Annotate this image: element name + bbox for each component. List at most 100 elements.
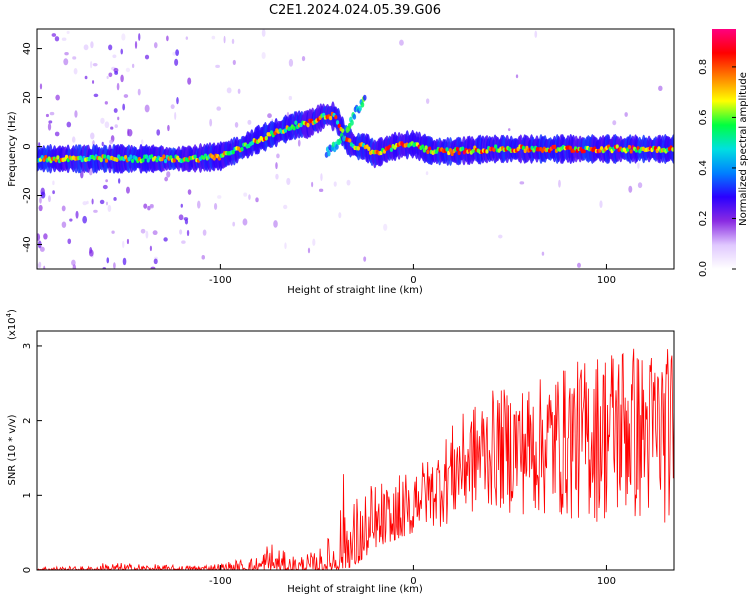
- heatmap-speckle: [217, 195, 222, 199]
- heatmap-speckle: [624, 112, 628, 117]
- heatmap-ridge-core: [485, 149, 489, 154]
- heatmap-ridge-core: [150, 154, 154, 159]
- heatmap-speckle: [52, 180, 55, 186]
- heatmap-ridge-core: [424, 145, 428, 150]
- heatmap-speckle: [312, 238, 316, 247]
- heatmap-speckle: [166, 35, 169, 42]
- heatmap-ridge-core: [461, 146, 465, 151]
- heatmap-speckle: [83, 44, 89, 51]
- heatmap-speckle: [515, 74, 519, 79]
- heatmap-speckle: [114, 124, 118, 128]
- heatmap-ridge-core: [426, 149, 430, 155]
- heatmap-speckle: [99, 199, 105, 205]
- colorbar-tick-label: 0.2: [698, 211, 709, 227]
- snr-y-tick-label: 3: [22, 343, 33, 349]
- heatmap-ridge-core: [292, 126, 296, 131]
- heatmap-speckle: [426, 98, 430, 104]
- heatmap-speckle: [39, 196, 42, 204]
- heatmap-speckle: [178, 214, 184, 221]
- heatmap-speckle: [637, 182, 643, 189]
- snr-series-line: [37, 348, 674, 570]
- heatmap-speckle: [152, 230, 158, 236]
- heatmap-ridge-core: [629, 149, 633, 154]
- heatmap-ridge-core: [162, 154, 166, 159]
- heatmap-speckle: [92, 62, 98, 67]
- heatmap-x-tick-label: 0: [410, 275, 416, 286]
- snr-multiplier-text: (x10: [7, 317, 18, 340]
- heatmap-branch-cell: [352, 113, 357, 120]
- snr-x-tick-label: -100: [209, 576, 232, 587]
- heatmap-speckle: [363, 256, 367, 262]
- heatmap-speckle: [163, 237, 168, 242]
- heatmap-speckle: [149, 245, 152, 252]
- heatmap-ridge-core: [553, 144, 557, 150]
- heatmap-speckle: [122, 240, 125, 248]
- heatmap-ridge-core: [615, 144, 619, 149]
- heatmap-branch-cell: [350, 119, 354, 126]
- heatmap-speckle: [498, 234, 503, 239]
- heatmap-ridge-core: [144, 154, 149, 159]
- snr-x-axis-label: Height of straight line (km): [287, 584, 423, 595]
- heatmap-ridge-core: [328, 115, 333, 121]
- heatmap-speckle: [318, 188, 324, 192]
- heatmap-ridge-core: [627, 144, 632, 150]
- heatmap-x-tick-label: 100: [597, 275, 616, 286]
- heatmap-speckle: [121, 33, 126, 41]
- heatmap-speckle: [181, 240, 186, 244]
- heatmap-ridge-core: [129, 154, 133, 159]
- heatmap-speckle: [202, 229, 207, 236]
- heatmap-speckle: [301, 55, 306, 62]
- heatmap-speckle: [140, 228, 146, 234]
- heatmap-speckle: [612, 120, 617, 126]
- heatmap-speckle: [106, 257, 110, 264]
- heatmap-speckle: [211, 35, 216, 40]
- heatmap-speckle: [72, 264, 77, 269]
- heatmap-speckle: [45, 113, 49, 118]
- snr-multiplier-label: (x104): [5, 309, 18, 340]
- heatmap-speckle: [209, 118, 213, 127]
- heatmap-speckle: [37, 233, 41, 241]
- heatmap-speckle: [275, 162, 278, 170]
- heatmap-speckle: [134, 40, 138, 49]
- heatmap-speckle: [261, 51, 266, 59]
- heatmap-speckle: [92, 80, 95, 84]
- heatmap-branch-cell: [327, 150, 331, 157]
- heatmap-speckle: [75, 210, 79, 219]
- heatmap-speckle: [63, 58, 69, 66]
- heatmap-speckle: [113, 108, 118, 113]
- heatmap-speckle: [175, 49, 179, 56]
- heatmap-speckle: [122, 103, 126, 111]
- heatmap-ridge-core: [445, 147, 449, 152]
- heatmap-panel: -100 0 100 -40 -20 0 20 40 Height of straight …: [7, 28, 675, 296]
- heatmap-speckle: [176, 97, 179, 105]
- heatmap-speckle: [213, 202, 218, 210]
- heatmap-y-tick-label: 0: [22, 143, 33, 149]
- heatmap-ridge-core: [389, 147, 394, 152]
- heatmap-speckle: [187, 77, 192, 85]
- heatmap-speckle: [47, 123, 52, 131]
- heatmap-speckle: [122, 257, 127, 266]
- heatmap-ridge-core: [348, 138, 352, 143]
- heatmap-speckle: [399, 39, 404, 46]
- heatmap-speckle: [164, 176, 168, 182]
- heatmap-ridge-core: [283, 128, 288, 133]
- colorbar-tick-label: 0.0: [698, 261, 709, 277]
- snr-multiplier-exponent: 4: [5, 312, 13, 317]
- heatmap-ridge-core: [582, 148, 586, 154]
- heatmap-x-axis-label: Height of straight line (km): [287, 285, 423, 296]
- heatmap-speckle: [126, 186, 130, 194]
- heatmap-speckle: [89, 249, 94, 257]
- heatmap-speckle: [273, 220, 278, 228]
- heatmap-speckle: [109, 139, 114, 144]
- heatmap-speckle: [113, 197, 117, 201]
- heatmap-speckle: [558, 179, 561, 188]
- heatmap-branch-cell: [358, 105, 362, 112]
- heatmap-cells: [37, 29, 674, 269]
- heatmap-speckle: [150, 266, 156, 269]
- heatmap-speckle: [61, 37, 67, 41]
- heatmap-speckle: [72, 56, 77, 60]
- heatmap-speckle: [383, 223, 388, 231]
- heatmap-speckle: [153, 258, 158, 265]
- heatmap-ridge-core: [337, 123, 341, 129]
